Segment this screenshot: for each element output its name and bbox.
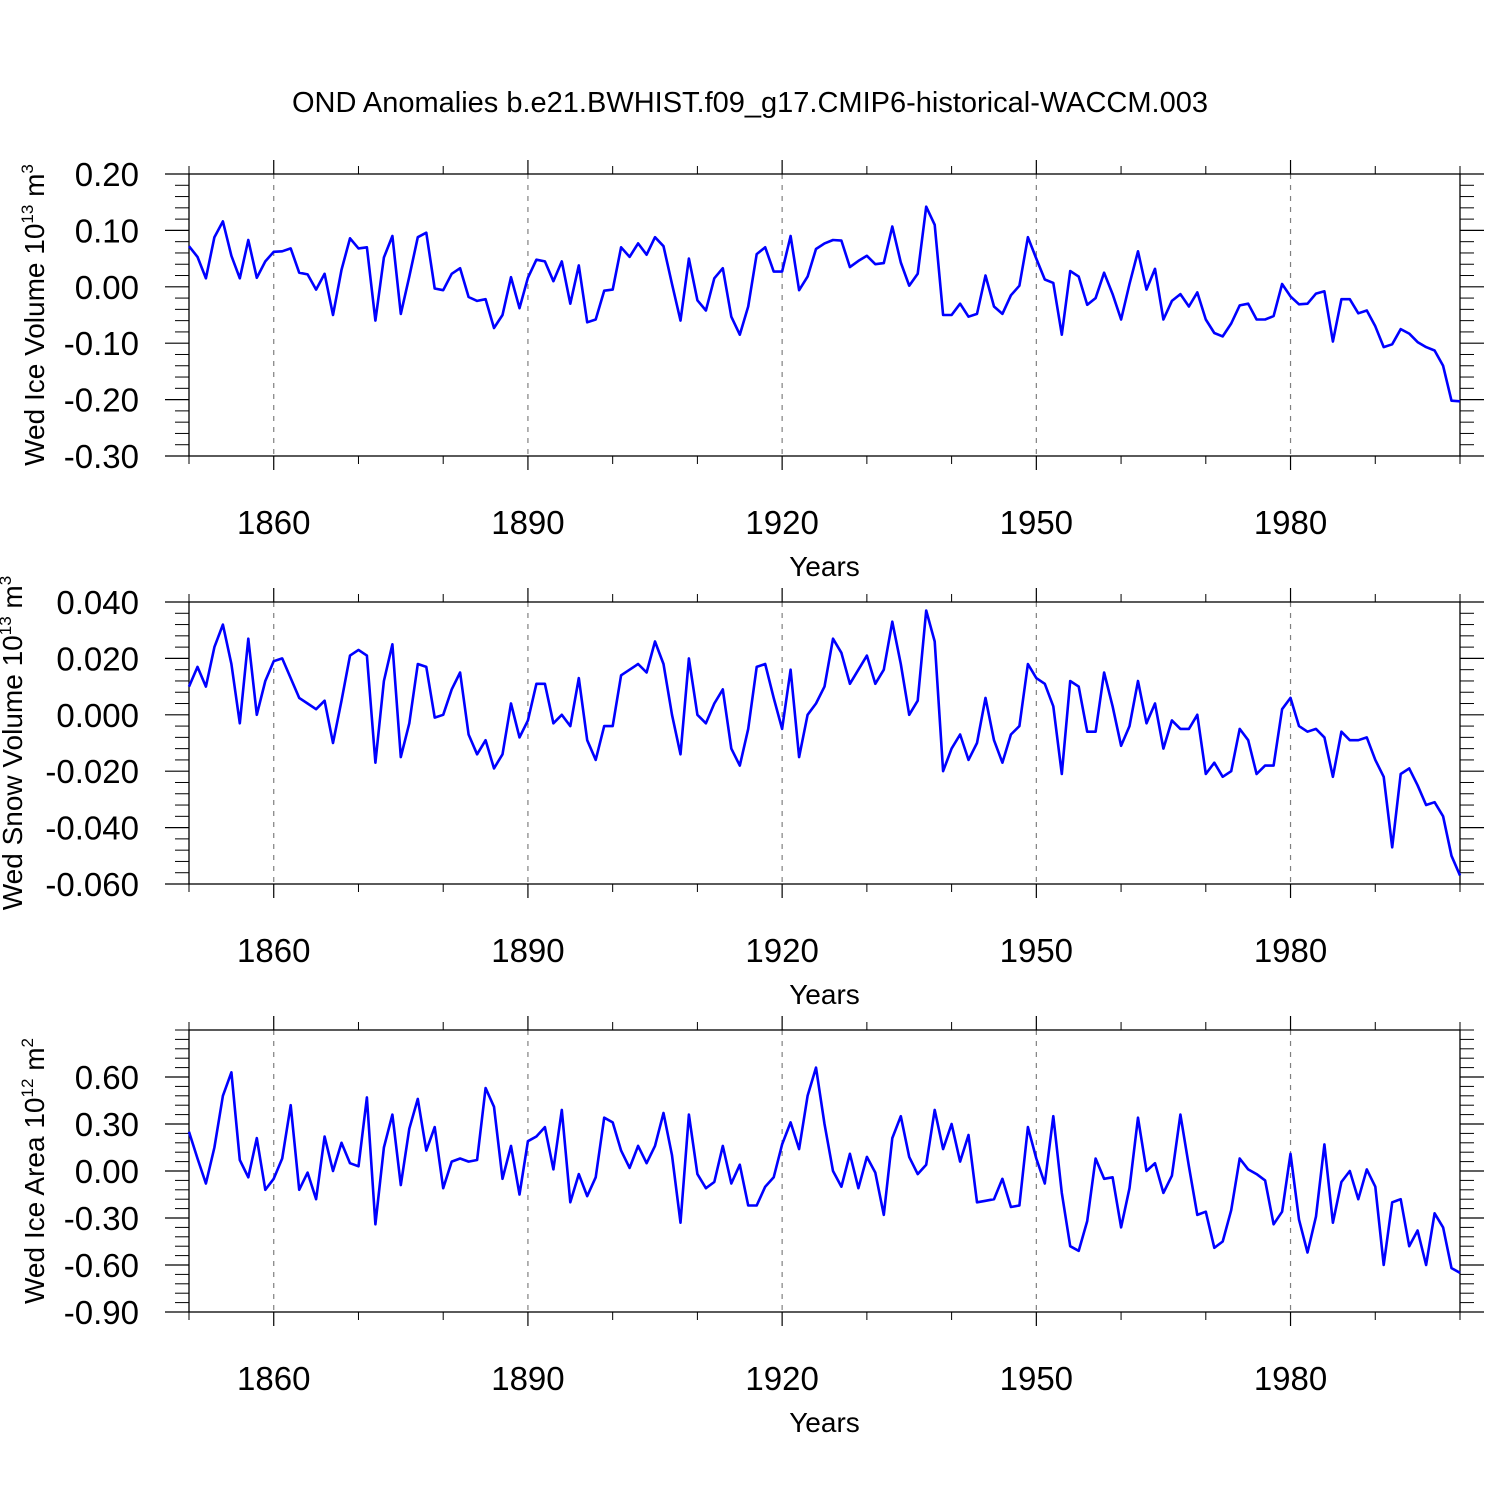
y-axis-label-unit: m — [19, 174, 50, 205]
x-tick-label: 1920 — [745, 932, 818, 969]
figure-title: OND Anomalies b.e21.BWHIST.f09_g17.CMIP6… — [292, 87, 1208, 119]
panels: 1860 1890 1920 1950 1980 0.20 0.10 0.00 -0.10 -0.… — [0, 156, 1484, 1438]
x-tick-label: 1980 — [1254, 504, 1327, 541]
y-axis-label-main: Wed Ice Area 10 — [19, 1098, 50, 1305]
plot-frame — [188, 1029, 1461, 1313]
y-tick-label: 0.00 — [75, 1153, 139, 1190]
y-tick-label: -0.20 — [64, 382, 139, 419]
x-axis-label: Years — [789, 979, 860, 1010]
y-tick-label: -0.60 — [64, 1247, 139, 1284]
x-tick-label: 1950 — [1000, 932, 1073, 969]
y-axis-label-main: Wed Ice Volume 10 — [19, 224, 50, 466]
y-tick-label: 0.30 — [75, 1106, 139, 1143]
x-tick-label: 1920 — [745, 504, 818, 541]
panel-2: 1860 1890 1920 1950 1980 0.040 0.020 0.000 -0.02… — [0, 576, 1484, 1010]
x-axis-label: Years — [789, 551, 860, 582]
panel-3: 1860 1890 1920 1950 1980 0.60 0.30 0.00 -0.30 -0.… — [18, 1016, 1484, 1438]
series-line-1 — [187, 609, 1462, 877]
y-axis-label-unit: m — [19, 1047, 50, 1078]
y-tick-label: -0.020 — [45, 753, 139, 790]
y-tick-label: -0.10 — [64, 325, 139, 362]
y-axis-label-exponent: 13 — [18, 205, 37, 224]
y-axis-label-unit-exponent: 2 — [18, 1038, 37, 1047]
y-axis-label-main: Wed Snow Volume 10 — [0, 635, 28, 910]
series-line-1 — [187, 1066, 1461, 1274]
y-tick-label: 0.00 — [75, 269, 139, 306]
plot-frame — [188, 173, 1461, 457]
y-axis-label: Wed Ice Area 1012 m2 — [18, 1038, 50, 1304]
y-tick-label: 0.20 — [75, 156, 139, 193]
y-tick-label: -0.30 — [64, 438, 139, 475]
y-tick-label: 0.020 — [56, 640, 139, 677]
x-axis-label: Years — [789, 1407, 860, 1438]
y-axis-label: Wed Ice Volume 1013 m3 — [18, 164, 50, 466]
x-tick-label: 1890 — [491, 504, 564, 541]
plot-frame — [188, 601, 1461, 885]
y-tick-label: 0.040 — [56, 584, 139, 621]
x-tick-label: 1890 — [491, 1360, 564, 1397]
y-tick-label: 0.60 — [75, 1059, 139, 1096]
x-tick-label: 1860 — [237, 504, 310, 541]
y-tick-label: -0.040 — [45, 810, 139, 847]
y-tick-label: -0.90 — [64, 1294, 139, 1331]
series-line-1 — [187, 205, 1461, 403]
y-axis-label-unit-exponent: 3 — [0, 576, 15, 585]
x-tick-label: 1980 — [1254, 1360, 1327, 1397]
y-tick-label: 0.10 — [75, 212, 139, 249]
y-tick-label: 0.000 — [56, 697, 139, 734]
x-tick-label: 1860 — [237, 1360, 310, 1397]
y-axis-label-exponent: 12 — [18, 1079, 37, 1098]
x-tick-label: 1980 — [1254, 932, 1327, 969]
x-tick-label: 1890 — [491, 932, 564, 969]
x-tick-label: 1950 — [1000, 1360, 1073, 1397]
y-axis-label: Wed Snow Volume 1013 m3 — [0, 576, 28, 910]
y-axis-label-unit-exponent: 3 — [18, 164, 37, 173]
y-tick-label: -0.060 — [45, 866, 139, 903]
y-axis-label-unit: m — [0, 585, 28, 616]
panel-1: 1860 1890 1920 1950 1980 0.20 0.10 0.00 -0.10 -0.… — [18, 156, 1484, 582]
y-tick-label: -0.30 — [64, 1200, 139, 1237]
y-axis-label-exponent: 13 — [0, 616, 15, 635]
x-tick-label: 1950 — [1000, 504, 1073, 541]
x-tick-label: 1920 — [745, 1360, 818, 1397]
x-tick-label: 1860 — [237, 932, 310, 969]
